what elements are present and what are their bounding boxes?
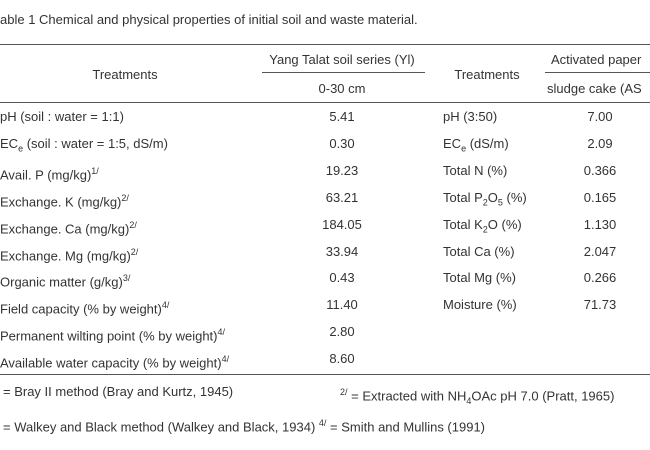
table-cell: Total N (%) [443, 162, 508, 178]
table-cell: ECe (dS/m) [443, 136, 509, 157]
table-cell: Total Mg (%) [443, 270, 516, 286]
table-cell: Total P2O5 (%) [443, 190, 527, 211]
table-cell: 7.00 [587, 109, 613, 124]
subscript: 2 [482, 197, 488, 208]
table-cell: Avail. P (mg/kg)1/ [0, 163, 99, 183]
subscript: 5 [497, 197, 503, 208]
header-cell: Activated paper [551, 52, 642, 67]
header-rule [545, 72, 650, 73]
text-run: (soil : water = 1:5, dS/m) [23, 135, 168, 151]
table-cell: 2.80 [329, 324, 355, 340]
text-run: Exchange. Ca (mg/kg) [0, 220, 130, 236]
table-cell: pH (soil : water = 1:1) [0, 109, 124, 124]
text-run: Exchange. Mg (mg/kg) [0, 247, 131, 263]
table-cell: 63.21 [325, 189, 359, 205]
text-run: = Smith and Mullins (1991) [326, 419, 486, 435]
text-run: = Walkey and Black method (Walkey and Bl… [3, 419, 319, 435]
table-cell: 184.05 [322, 216, 362, 232]
table-cell: Moisture (%) [443, 297, 517, 313]
header-cell: 0-30 cm [318, 81, 366, 96]
table-cell: 71.73 [583, 297, 617, 313]
table-cell: 0.30 [329, 135, 355, 151]
superscript: 4/ [318, 418, 327, 428]
table-cell: pH (3:50) [443, 109, 498, 124]
superscript: 3/ [122, 273, 131, 284]
subscript: 2 [482, 224, 488, 235]
table-cell: 8.60 [329, 351, 355, 367]
table-cell: Total K2O (%) [443, 217, 522, 238]
text-run: Exchange. K (mg/kg) [0, 194, 122, 210]
superscript: 2/ [129, 219, 137, 230]
subscript: e [18, 143, 24, 154]
table-cell: 0.266 [583, 270, 617, 286]
text-run: (dS/m) [466, 135, 509, 151]
table-cell: ECe (soil : water = 1:5, dS/m) [0, 136, 168, 157]
text-run: EC [0, 135, 19, 151]
footnote: = Bray II method (Bray and Kurtz, 1945) [3, 384, 234, 399]
text-run: Available water capacity (% by weight) [0, 355, 222, 371]
text-run: Field capacity (% by weight) [0, 301, 162, 317]
table-title: able 1 Chemical and physical properties … [0, 12, 418, 27]
text-run: O (%) [487, 216, 522, 232]
header-cell: sludge cake (AS [547, 81, 642, 96]
table-cell: 11.40 [326, 297, 358, 313]
header-cell: Yang Talat soil series (Yl) [269, 52, 415, 67]
table-cell: Available water capacity (% by weight)4/ [0, 351, 229, 371]
text-run: (%) [502, 189, 527, 205]
table-cell: Exchange. K (mg/kg)2/ [0, 190, 129, 210]
text-run: = Extracted with NH [347, 388, 467, 404]
text-run: Total K [443, 216, 483, 232]
footnote: = Walkey and Black method (Walkey and Bl… [3, 415, 485, 435]
text-run: O [487, 189, 498, 205]
text-run: EC [443, 135, 462, 151]
superscript: 4/ [161, 300, 170, 311]
footnote: 2/ = Extracted with NH4OAc pH 7.0 (Pratt… [340, 384, 614, 409]
top-rule [0, 44, 650, 45]
table-cell: 1.130 [583, 216, 617, 232]
bottom-rule [0, 374, 650, 375]
table-cell: Exchange. Ca (mg/kg)2/ [0, 217, 137, 237]
table-cell: Field capacity (% by weight)4/ [0, 297, 169, 317]
superscript: 2/ [340, 387, 348, 397]
superscript: 2/ [121, 192, 129, 203]
header-rule [262, 72, 425, 73]
table-cell: Exchange. Mg (mg/kg)2/ [0, 244, 138, 264]
table-cell: Total Ca (%) [443, 243, 515, 259]
superscript: 1/ [91, 165, 99, 176]
text-run: Permanent wilting point (% by weight) [0, 328, 218, 344]
header-cell: Treatments [454, 67, 520, 82]
table-cell: Permanent wilting point (% by weight)4/ [0, 324, 225, 344]
text-run: Avail. P (mg/kg) [0, 167, 92, 183]
header-cell: Treatments [92, 67, 158, 82]
text-run: Organic matter (g/kg) [0, 274, 123, 290]
text-run: OAc pH 7.0 (Pratt, 1965) [471, 388, 615, 404]
superscript: 2/ [130, 246, 139, 257]
table-cell: 0.165 [583, 189, 617, 205]
table-cell: 2.09 [587, 135, 613, 151]
header-bottom-rule [0, 102, 650, 103]
table-cell: 19.23 [325, 162, 359, 178]
table-cell: 33.94 [325, 243, 359, 259]
table-cell: Organic matter (g/kg)3/ [0, 270, 130, 290]
subscript: 4 [466, 395, 472, 406]
superscript: 4/ [221, 354, 230, 365]
superscript: 4/ [217, 327, 226, 338]
table-cell: 2.047 [583, 243, 617, 259]
table-cell: 0.366 [583, 162, 617, 178]
table-cell: 5.41 [329, 109, 355, 124]
table-cell: 0.43 [329, 270, 355, 286]
text-run: Total P [443, 189, 483, 205]
subscript: e [461, 143, 467, 154]
